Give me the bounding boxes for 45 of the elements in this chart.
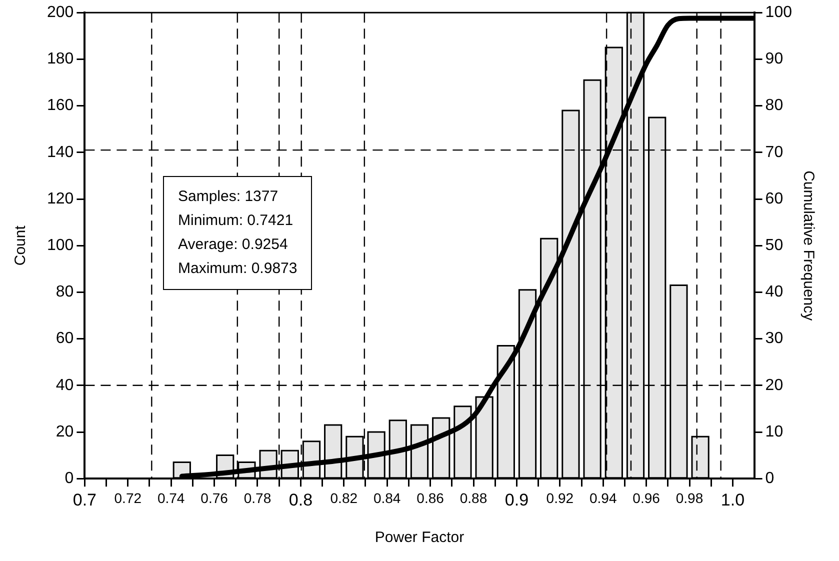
y2-tick-label: 10	[765, 423, 784, 440]
y-tick-label: 140	[46, 144, 74, 161]
x-tick-label: 0.72	[114, 490, 142, 506]
y2-tick-label: 70	[765, 144, 784, 161]
y-tick-label: 0	[64, 470, 74, 488]
x-tick-label: 1.0	[720, 490, 745, 510]
x-tick-label: 0.76	[200, 490, 228, 506]
x-tick-label: 0.92	[546, 490, 574, 506]
y2-tick-label: 40	[765, 284, 784, 301]
y-tick-label: 100	[46, 237, 74, 254]
y-tick-label: 60	[56, 330, 74, 348]
annotation: Average: 0.9254	[178, 235, 289, 255]
y-tick-label: 200	[46, 4, 74, 22]
x-tick-label: 0.98	[676, 490, 704, 506]
y2-tick-label: 20	[765, 376, 784, 394]
y2-tick-label: 80	[765, 97, 784, 114]
x-axis-title: Power Factor	[374, 529, 464, 546]
x-tick-label: 0.82	[330, 490, 358, 506]
annotation: Maximum: 0.9873	[178, 259, 298, 279]
x-tick-label: 0.94	[589, 490, 617, 506]
x-tick-label: 0.9	[504, 490, 529, 510]
y-axis-title: Count	[12, 224, 30, 266]
annotation: Samples: 1377	[178, 187, 280, 207]
y2-tick-label: 30	[765, 330, 784, 348]
y-tick-label: 40	[56, 376, 74, 394]
y2-tick-label: 60	[765, 190, 784, 208]
x-tick-label: 0.86	[416, 490, 444, 506]
annotation: Minimum: 0.7421	[178, 211, 294, 231]
x-tick-label: 0.96	[632, 490, 660, 506]
x-tick-label: 0.84	[373, 490, 401, 506]
y-tick-label: 20	[56, 423, 74, 440]
y-tick-label: 160	[46, 97, 74, 114]
y2-tick-label: 0	[765, 470, 774, 488]
x-tick-label: 0.74	[157, 490, 185, 506]
y2-tick-label: 50	[765, 237, 784, 254]
x-tick-label: 0.7	[72, 490, 97, 510]
y2-tick-label: 100	[765, 4, 792, 22]
x-tick-label: 0.78	[244, 490, 272, 506]
y2-tick-label: 90	[765, 50, 784, 68]
y-tick-label: 120	[46, 190, 74, 208]
y-tick-label: 80	[56, 284, 74, 301]
x-tick-label: 0.8	[288, 490, 313, 510]
y2-axis-title: Cumulative Frequency	[800, 170, 817, 322]
y-tick-label: 180	[46, 50, 74, 68]
x-tick-label: 0.88	[460, 490, 488, 506]
